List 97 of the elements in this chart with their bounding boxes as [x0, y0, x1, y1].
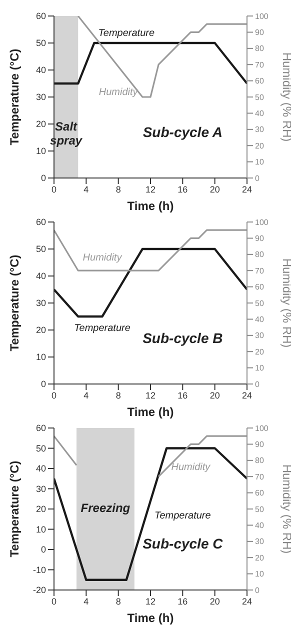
x-tick-label: 12: [145, 390, 156, 400]
y-tick-label: 40: [36, 65, 46, 76]
y2-tick-label: 50: [255, 298, 264, 308]
y-tick-label: 20: [36, 504, 46, 514]
x-tick-label: 0: [51, 390, 57, 400]
y2-tick-label: 60: [255, 282, 264, 292]
series-label: Temperature: [98, 28, 155, 39]
x-tick-label: 12: [145, 596, 156, 606]
x-axis-title: Time (h): [127, 199, 174, 213]
y-tick-label: 20: [36, 325, 46, 336]
y2-axis-title: Humidity (% RH): [280, 258, 294, 348]
y2-tick-label: 10: [255, 570, 264, 579]
x-tick-label: 4: [84, 390, 89, 400]
series-label: Temperature: [154, 510, 212, 522]
x-tick-label: 8: [116, 596, 121, 606]
y-tick-label: 50: [36, 443, 46, 454]
x-axis-title: Time (h): [127, 405, 174, 419]
y-tick-label: 30: [36, 298, 46, 308]
y-tick-label: 10: [36, 352, 46, 362]
x-axis-title: Time (h): [127, 611, 174, 625]
x-tick-label: 0: [51, 184, 57, 194]
y2-axis-title: Humidity (% RH): [280, 52, 294, 142]
x-tick-label: 16: [178, 596, 188, 606]
y-tick-label: 60: [36, 217, 46, 228]
y2-tick-label: 10: [255, 158, 264, 167]
y2-tick-label: 30: [255, 125, 264, 134]
x-tick-label: 24: [242, 596, 252, 606]
y2-tick-label: 0: [255, 586, 260, 595]
y-tick-label: 20: [36, 119, 46, 130]
y2-tick-label: 30: [255, 537, 264, 546]
annotation: Sub-cycle A: [142, 124, 222, 140]
x-tick-label: 12: [145, 184, 156, 194]
y2-tick-label: 60: [255, 488, 264, 498]
y2-tick-label: 20: [255, 141, 264, 150]
y-tick-label: -10: [32, 564, 46, 575]
series-label: Humidity: [82, 252, 123, 264]
x-tick-label: 24: [242, 390, 252, 400]
y-tick-label: 60: [36, 423, 46, 434]
series-label: Humidity: [171, 462, 212, 474]
y2-tick-label: 70: [255, 60, 264, 70]
band-label: Freezing: [80, 501, 131, 516]
y2-tick-label: 40: [255, 109, 264, 118]
y-tick-label: 10: [36, 146, 46, 156]
y-tick-label: 0: [40, 379, 46, 390]
y-tick-label: 30: [36, 92, 46, 102]
series-label: Humidity: [98, 87, 139, 98]
y2-tick-label: 0: [255, 174, 260, 183]
x-tick-label: 20: [210, 184, 220, 194]
y2-tick-label: 50: [255, 504, 264, 514]
y-axis-title: Temperature (°C): [7, 48, 22, 146]
y-tick-label: 30: [36, 484, 46, 494]
annotation: Sub-cycle B: [142, 330, 223, 346]
y2-tick-label: 0: [255, 380, 260, 389]
y2-tick-label: 100: [255, 424, 269, 433]
y2-tick-label: 90: [255, 28, 264, 38]
x-tick-label: 8: [116, 184, 121, 194]
y2-tick-label: 80: [255, 250, 264, 260]
y-tick-label: 40: [36, 464, 46, 474]
y2-tick-label: 20: [255, 553, 264, 562]
y-axis-title: Temperature (°C): [7, 460, 22, 558]
x-tick-label: 20: [210, 390, 220, 400]
y-tick-label: 0: [40, 544, 46, 555]
line-series: [77, 16, 247, 98]
y2-tick-label: 80: [255, 44, 264, 54]
y2-tick-label: 20: [255, 347, 264, 356]
y2-tick-label: 40: [255, 315, 264, 324]
y-axis-title: Temperature (°C): [7, 254, 22, 352]
x-tick-label: 16: [178, 390, 188, 400]
y2-tick-label: 100: [255, 218, 269, 227]
y-tick-label: 60: [36, 11, 46, 22]
y2-tick-label: 90: [255, 234, 264, 244]
y-tick-label: 10: [36, 524, 46, 534]
y2-axis-title: Humidity (% RH): [280, 464, 294, 554]
x-tick-label: 4: [84, 184, 89, 194]
x-tick-label: 4: [84, 596, 89, 606]
annotation: Sub-cycle C: [142, 535, 224, 552]
y-tick-label: -20: [32, 585, 46, 596]
y2-tick-label: 60: [255, 76, 264, 86]
x-tick-label: 0: [51, 596, 57, 606]
series-label: Temperature: [74, 322, 131, 334]
y2-tick-label: 70: [255, 472, 264, 482]
x-tick-label: 8: [116, 390, 121, 400]
x-tick-label: 24: [242, 184, 252, 194]
y2-tick-label: 50: [255, 92, 264, 102]
y2-tick-label: 40: [255, 521, 264, 530]
y2-tick-label: 70: [255, 266, 264, 276]
y-tick-label: 50: [36, 244, 46, 254]
y2-tick-label: 100: [255, 12, 269, 21]
y2-tick-label: 10: [255, 364, 264, 373]
y2-tick-label: 80: [255, 456, 264, 466]
y-tick-label: 0: [40, 173, 46, 184]
y-tick-label: 50: [36, 38, 46, 48]
x-tick-label: 16: [178, 184, 188, 194]
y2-tick-label: 90: [255, 440, 264, 450]
x-tick-label: 20: [210, 596, 220, 606]
y-tick-label: 40: [36, 271, 46, 282]
y2-tick-label: 30: [255, 331, 264, 340]
